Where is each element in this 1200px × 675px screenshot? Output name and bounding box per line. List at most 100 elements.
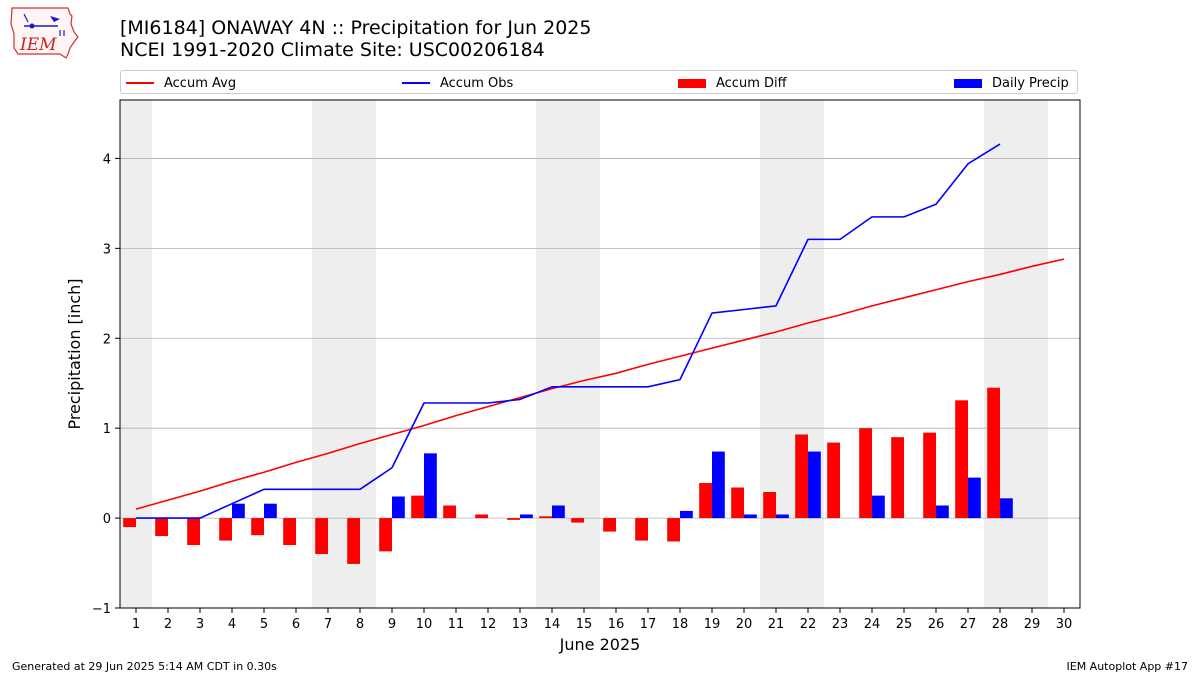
plot-frame — [119, 99, 1081, 609]
x-tick-label: 5 — [260, 617, 268, 632]
accum-avg-line — [135, 258, 1065, 510]
x-tick-label: 13 — [512, 617, 529, 632]
x-tick-label: 3 — [196, 617, 204, 632]
accum-diff-bar — [443, 505, 456, 519]
x-tick-label: 25 — [896, 617, 913, 632]
accum-diff-bar — [859, 428, 872, 519]
x-tick-label: 17 — [640, 617, 657, 632]
x-tick-label: 9 — [388, 617, 396, 632]
accum-diff-bar — [187, 518, 200, 546]
legend-item-daily-precip: Daily Precip — [954, 74, 1069, 92]
legend-label-accum-avg: Accum Avg — [164, 75, 237, 91]
accum-diff-bar — [507, 518, 520, 520]
accum-diff-bar — [539, 516, 552, 519]
legend-swatch-accum-obs — [402, 82, 430, 84]
x-tick-label: 16 — [608, 617, 625, 632]
x-tick-label: 6 — [292, 617, 300, 632]
y-tick-label: 1 — [103, 422, 111, 437]
accum-diff-bar — [123, 518, 136, 528]
logo-text: IEM — [19, 35, 57, 55]
accum-diff-bar — [731, 487, 744, 519]
chart-subtitle: NCEI 1991-2020 Climate Site: USC00206184 — [120, 39, 545, 61]
chart-title: [MI6184] ONAWAY 4N :: Precipitation for … — [120, 17, 592, 39]
y-tick-label: 0 — [103, 512, 111, 527]
legend-label-daily-precip: Daily Precip — [992, 75, 1069, 91]
x-tick-label: 7 — [324, 617, 332, 632]
x-tick-label: 14 — [544, 617, 561, 632]
accum-obs-line — [136, 143, 1001, 519]
x-tick-label: 18 — [672, 617, 689, 632]
legend-swatch-daily-precip — [954, 78, 982, 88]
x-tick-label: 26 — [928, 617, 945, 632]
accum-diff-bar — [475, 514, 488, 519]
daily-precip-bar — [424, 453, 437, 519]
daily-precip-bar — [712, 451, 725, 519]
accum-diff-bar — [603, 518, 616, 532]
accum-diff-bar — [635, 518, 648, 541]
legend-label-accum-diff: Accum Diff — [716, 75, 787, 91]
accum-diff-bar — [699, 483, 712, 519]
legend: Accum Avg Accum Obs Accum Diff Daily Pre… — [120, 70, 1078, 94]
footer-generated: Generated at 29 Jun 2025 5:14 AM CDT in … — [12, 660, 277, 673]
daily-precip-bar — [872, 495, 885, 519]
x-tick-label: 20 — [736, 617, 753, 632]
weekend-shade — [984, 100, 1048, 608]
accum-diff-bar — [891, 437, 904, 519]
x-tick-label: 23 — [832, 617, 849, 632]
accum-diff-bar — [155, 518, 168, 537]
legend-item-accum-obs: Accum Obs — [402, 74, 513, 92]
daily-precip-bar — [552, 505, 565, 519]
accum-diff-bar — [795, 434, 808, 519]
daily-precip-bar — [392, 496, 405, 519]
legend-label-accum-obs: Accum Obs — [440, 75, 514, 91]
legend-item-accum-diff: Accum Diff — [678, 74, 787, 92]
x-axis-label: June 2025 — [559, 635, 641, 654]
y-tick-label: 3 — [103, 242, 111, 257]
x-tick-label: 22 — [800, 617, 817, 632]
x-tick-label: 15 — [576, 617, 593, 632]
x-tick-label: 27 — [960, 617, 977, 632]
y-axis-label: Precipitation [inch] — [65, 278, 84, 429]
x-tick-label: 11 — [448, 617, 465, 632]
accum-diff-bar — [987, 387, 1000, 519]
x-tick-label: 10 — [416, 617, 433, 632]
iem-logo: IEM — [10, 7, 79, 59]
accum-diff-bar — [219, 518, 232, 541]
accum-diff-bar — [251, 518, 264, 536]
legend-swatch-accum-diff — [678, 78, 706, 88]
y-tick-label: 2 — [103, 332, 111, 347]
x-tick-label: 21 — [768, 617, 785, 632]
accum-diff-bar — [283, 518, 296, 546]
accum-diff-bar — [955, 400, 968, 519]
x-tick-label: 1 — [132, 617, 140, 632]
x-tick-label: 28 — [992, 617, 1009, 632]
x-tick-label: 2 — [164, 617, 172, 632]
daily-precip-bar — [680, 510, 693, 519]
daily-precip-bar — [264, 503, 277, 519]
daily-precip-bar — [1000, 498, 1013, 519]
x-tick-label: 29 — [1024, 617, 1041, 632]
y-tick-label: 4 — [103, 152, 111, 167]
x-tick-label: 30 — [1056, 617, 1073, 632]
weekend-shade — [536, 100, 600, 608]
daily-precip-bar — [744, 514, 757, 519]
x-tick-label: 19 — [704, 617, 721, 632]
x-tick-label: 8 — [356, 617, 364, 632]
weekend-shade — [760, 100, 824, 608]
daily-precip-bar — [936, 505, 949, 519]
daily-precip-bar — [520, 514, 533, 519]
x-tick-label: 4 — [228, 617, 236, 632]
accum-diff-bar — [763, 492, 776, 519]
accum-diff-bar — [411, 495, 424, 519]
accum-diff-bar — [347, 518, 360, 564]
legend-item-accum-avg: Accum Avg — [126, 74, 236, 92]
legend-swatch-accum-avg — [126, 82, 154, 84]
accum-diff-bar — [571, 518, 584, 523]
accum-diff-bar — [379, 518, 392, 552]
y-tick-label: −1 — [92, 602, 111, 617]
daily-precip-bar — [968, 477, 981, 519]
x-tick-label: 24 — [864, 617, 881, 632]
accum-diff-bar — [827, 442, 840, 519]
daily-precip-bar — [232, 503, 245, 519]
